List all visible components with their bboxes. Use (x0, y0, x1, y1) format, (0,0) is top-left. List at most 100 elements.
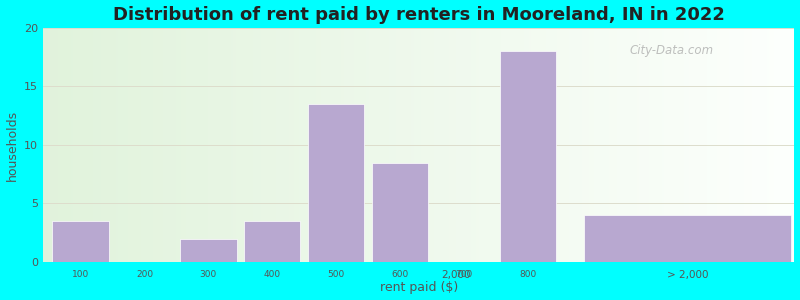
Bar (114, 28, 116, 262)
Bar (256, 28, 258, 262)
Bar (366, 28, 369, 262)
Bar (303, 28, 306, 262)
Bar (118, 28, 121, 262)
Bar (176, 28, 178, 262)
Bar (554, 28, 557, 262)
Bar (739, 28, 742, 262)
Bar (546, 28, 549, 262)
Bar (659, 28, 662, 262)
Bar (394, 28, 396, 262)
Bar (136, 28, 138, 262)
Bar (223, 28, 226, 262)
Bar (76, 28, 78, 262)
Bar (744, 28, 747, 262)
Bar (724, 28, 727, 262)
Bar (579, 28, 582, 262)
Bar (785, 28, 787, 262)
Bar (712, 28, 714, 262)
Bar (524, 28, 526, 262)
Bar (163, 28, 166, 262)
Bar (156, 28, 158, 262)
Bar (291, 28, 294, 262)
Bar (168, 28, 171, 262)
Bar (286, 28, 289, 262)
Bar (406, 28, 409, 262)
Bar (53, 28, 56, 262)
Bar (86, 28, 88, 262)
Bar (121, 28, 123, 262)
Bar (459, 28, 462, 262)
Bar (514, 28, 517, 262)
Bar (662, 28, 664, 262)
Bar (664, 28, 666, 262)
Bar (321, 28, 324, 262)
Bar (244, 221, 301, 262)
Bar (634, 28, 637, 262)
Text: 400: 400 (264, 270, 281, 279)
Bar (369, 28, 371, 262)
Bar (439, 28, 442, 262)
Bar (324, 28, 326, 262)
Bar (674, 28, 677, 262)
X-axis label: rent paid ($): rent paid ($) (380, 281, 458, 294)
Bar (274, 28, 276, 262)
Bar (278, 28, 281, 262)
Bar (358, 28, 361, 262)
Bar (414, 28, 416, 262)
Bar (398, 28, 402, 262)
Bar (243, 28, 246, 262)
Bar (666, 28, 670, 262)
Bar (491, 28, 494, 262)
Text: 700: 700 (455, 270, 473, 279)
Bar (574, 28, 577, 262)
Bar (389, 28, 391, 262)
Bar (361, 28, 364, 262)
Bar (271, 28, 274, 262)
Bar (338, 28, 341, 262)
Bar (70, 28, 73, 262)
Bar (609, 28, 612, 262)
Bar (374, 28, 376, 262)
Bar (497, 28, 499, 262)
Bar (416, 28, 418, 262)
Bar (116, 28, 118, 262)
Bar (201, 28, 203, 262)
Bar (241, 28, 243, 262)
Bar (436, 28, 439, 262)
Bar (231, 28, 234, 262)
Bar (672, 28, 674, 262)
Bar (128, 28, 130, 262)
Bar (504, 28, 506, 262)
Bar (309, 28, 311, 262)
Bar (750, 28, 752, 262)
Bar (234, 28, 236, 262)
Bar (684, 28, 686, 262)
Bar (476, 28, 479, 262)
Bar (296, 28, 298, 262)
Bar (211, 28, 214, 262)
Bar (571, 28, 574, 262)
Bar (61, 28, 63, 262)
Bar (58, 28, 61, 262)
Bar (50, 28, 53, 262)
Bar (652, 28, 654, 262)
Bar (103, 28, 106, 262)
Bar (344, 28, 346, 262)
Text: 600: 600 (391, 270, 409, 279)
Bar (301, 28, 303, 262)
Bar (787, 28, 790, 262)
Bar (534, 28, 537, 262)
Bar (517, 28, 519, 262)
Bar (391, 28, 394, 262)
Bar (639, 28, 642, 262)
Bar (742, 28, 744, 262)
Bar (557, 28, 559, 262)
Bar (130, 28, 134, 262)
Bar (569, 28, 571, 262)
Bar (281, 28, 283, 262)
Bar (451, 28, 454, 262)
Bar (56, 28, 58, 262)
Bar (48, 28, 50, 262)
Bar (371, 28, 374, 262)
Bar (418, 28, 422, 262)
